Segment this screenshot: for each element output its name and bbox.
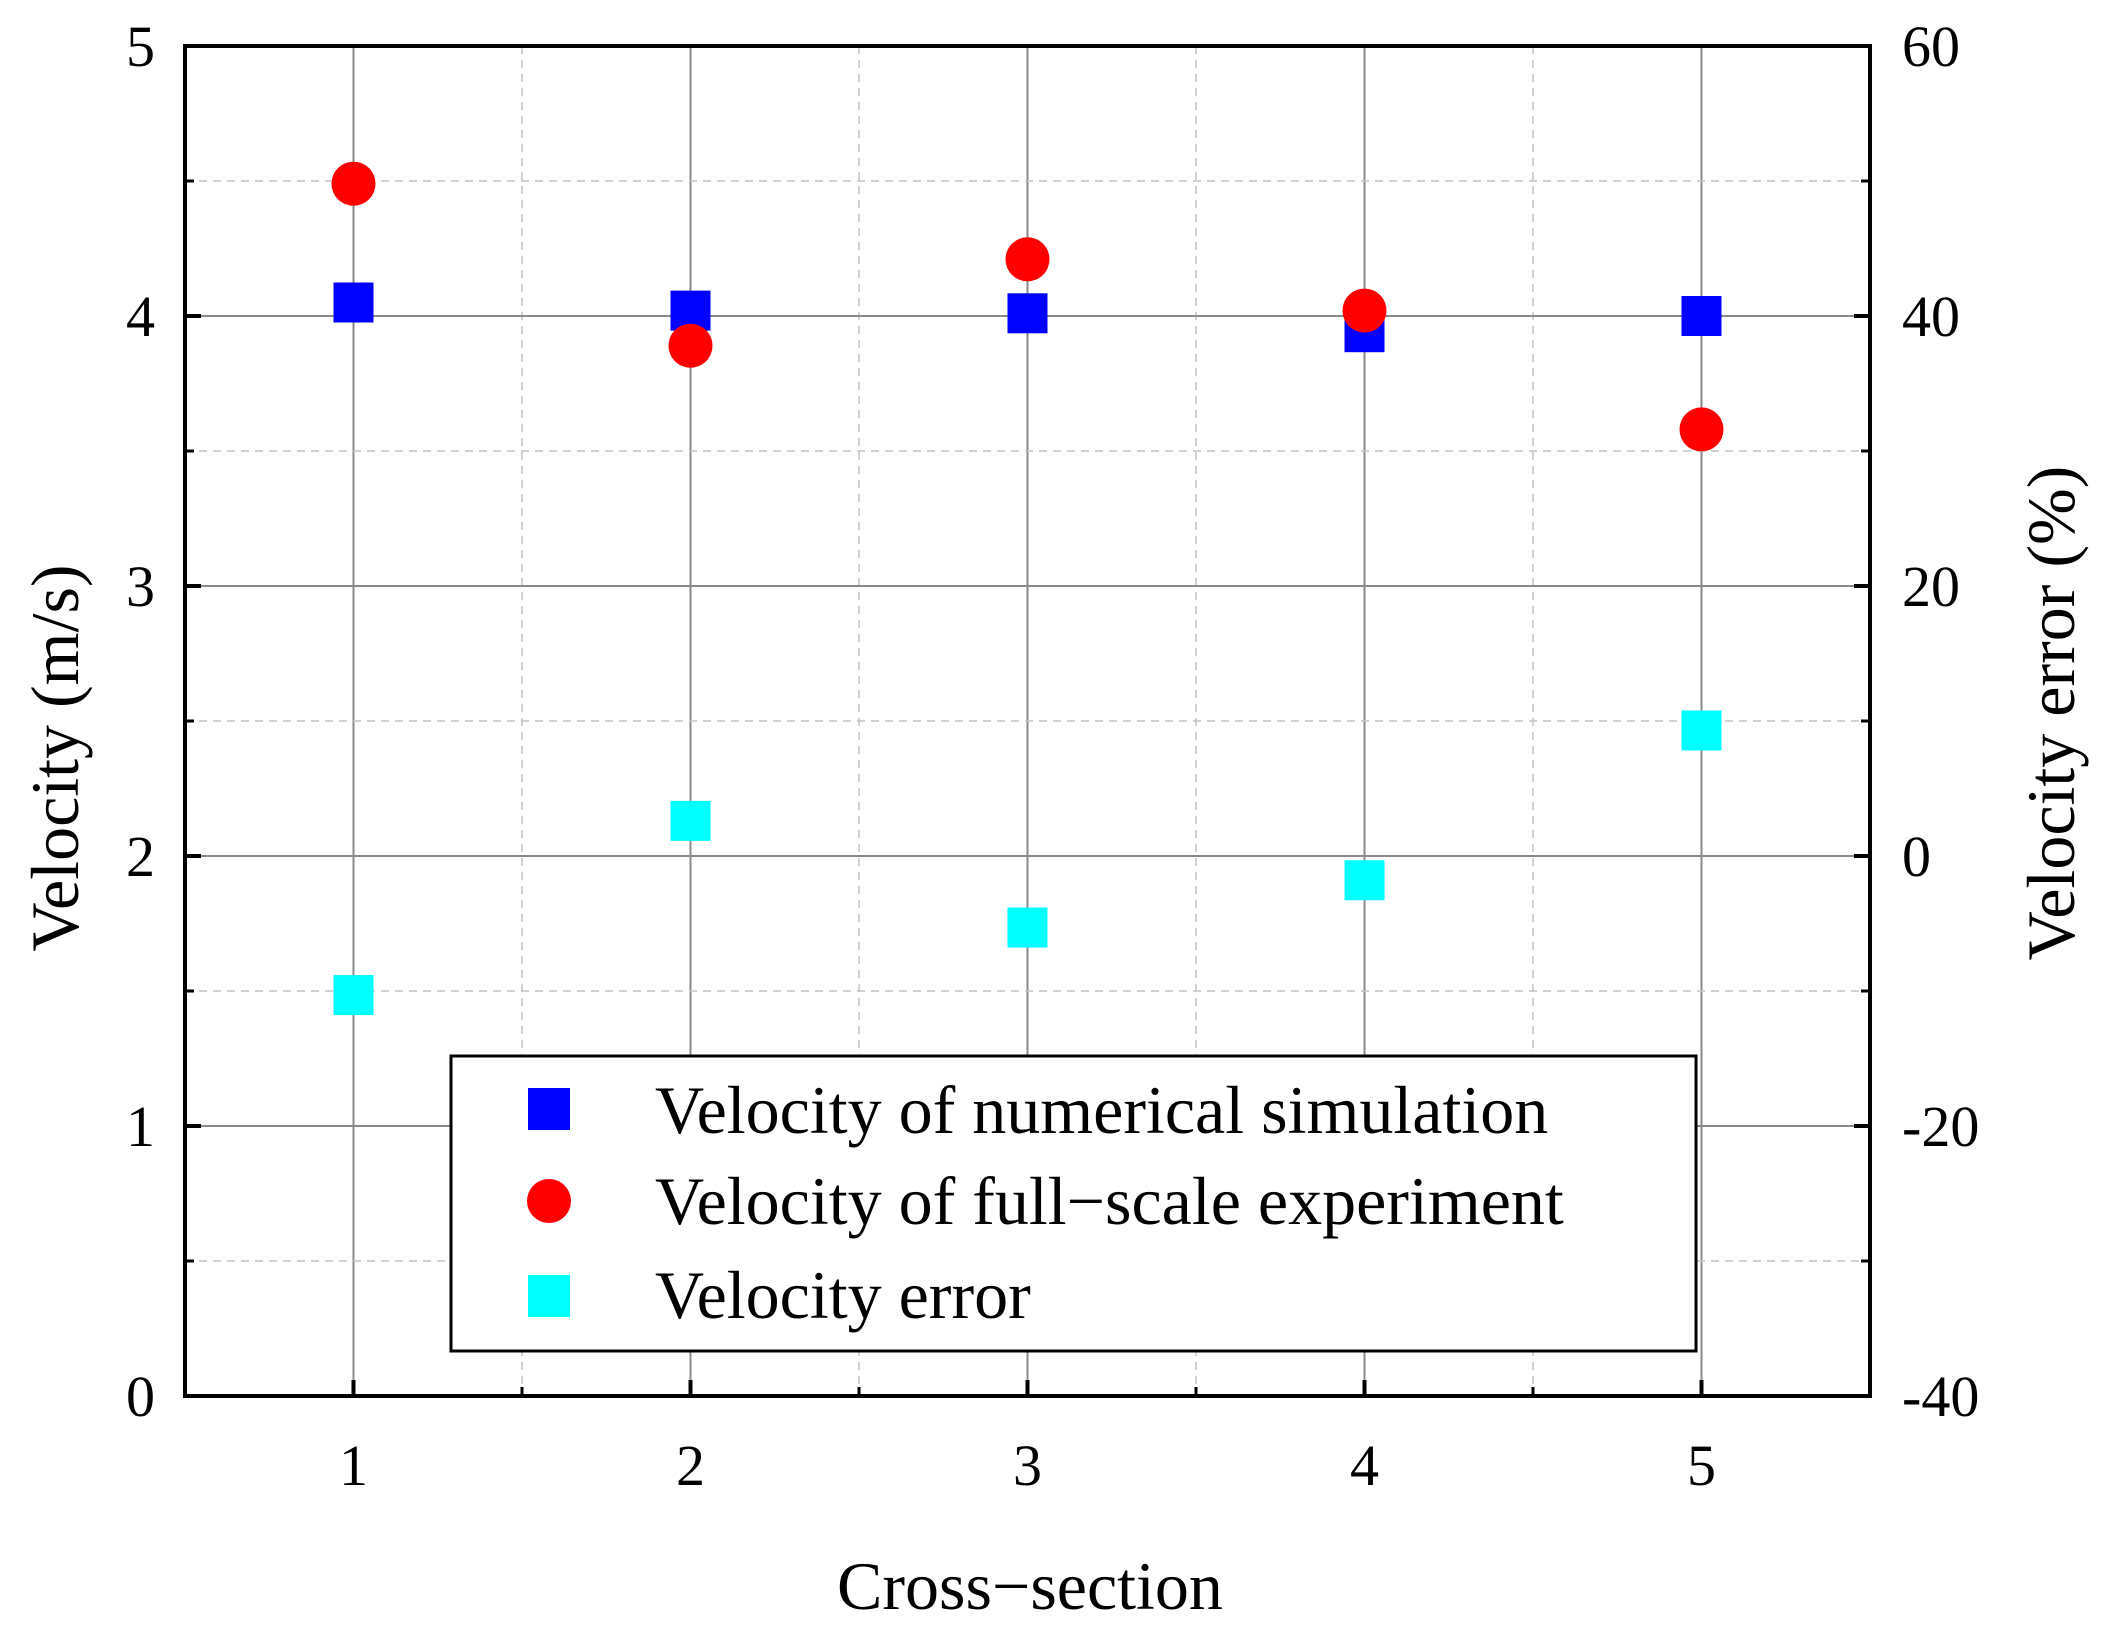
legend-box bbox=[449, 1054, 1698, 1353]
point-series1-x4 bbox=[1342, 288, 1387, 333]
y-axis-right-title: Velocity error (%) bbox=[2013, 466, 2089, 961]
axes-layer: 1 2 3 4 5 0 1 2 3 4 5 -40 -20 0 20 40 60 bbox=[126, 14, 1979, 1498]
legend-marker-simulation bbox=[528, 1088, 570, 1130]
x-tick-label: 5 bbox=[1687, 1433, 1716, 1498]
x-axis-title: Cross−section bbox=[837, 1548, 1223, 1624]
y-left-tick-label: 0 bbox=[126, 1364, 155, 1429]
legend-label-simulation: Velocity of numerical simulation bbox=[655, 1072, 1548, 1148]
y-left-tick-label: 2 bbox=[126, 824, 155, 889]
legend-label-error: Velocity error bbox=[655, 1257, 1031, 1333]
point-series2-x2 bbox=[670, 800, 711, 841]
x-tick-label: 3 bbox=[1013, 1433, 1042, 1498]
point-series0-x5 bbox=[1681, 296, 1722, 336]
x-tick-label: 2 bbox=[676, 1433, 705, 1498]
marks-layer bbox=[331, 161, 1724, 1016]
y-axis-left-title: Velocity (m/s) bbox=[17, 564, 93, 951]
y-right-tick-label: 40 bbox=[1902, 284, 1960, 349]
point-series2-x1 bbox=[333, 975, 374, 1016]
x-tick-label: 4 bbox=[1350, 1433, 1379, 1498]
y-left-tick-label: 4 bbox=[126, 284, 155, 349]
legend-marker-error bbox=[528, 1275, 570, 1317]
y-left-tick-label: 3 bbox=[126, 554, 155, 619]
point-series1-x5 bbox=[1679, 407, 1724, 452]
y-left-tick-label: 1 bbox=[126, 1094, 155, 1159]
y-right-tick-label: -20 bbox=[1902, 1094, 1979, 1159]
y-left-tick-label: 5 bbox=[126, 14, 155, 79]
legend-marker-experiment bbox=[527, 1179, 571, 1223]
y-right-tick-label: 0 bbox=[1902, 824, 1931, 889]
point-series2-x3 bbox=[1007, 907, 1048, 948]
y-right-tick-label: 20 bbox=[1902, 554, 1960, 619]
point-series0-x1 bbox=[333, 282, 374, 323]
legend: Velocity of numerical simulation Velocit… bbox=[449, 1054, 1698, 1353]
y-right-tick-label: 60 bbox=[1902, 14, 1960, 79]
legend-label-experiment: Velocity of full−scale experiment bbox=[655, 1163, 1564, 1239]
point-series1-x3 bbox=[1005, 237, 1050, 282]
point-series2-x4 bbox=[1344, 860, 1385, 901]
y-right-tick-label: -40 bbox=[1902, 1364, 1979, 1429]
point-series1-x1 bbox=[331, 161, 376, 206]
point-series2-x5 bbox=[1681, 710, 1722, 751]
point-series0-x3 bbox=[1007, 293, 1048, 334]
x-tick-label: 1 bbox=[339, 1433, 368, 1498]
point-series1-x2 bbox=[668, 323, 713, 368]
